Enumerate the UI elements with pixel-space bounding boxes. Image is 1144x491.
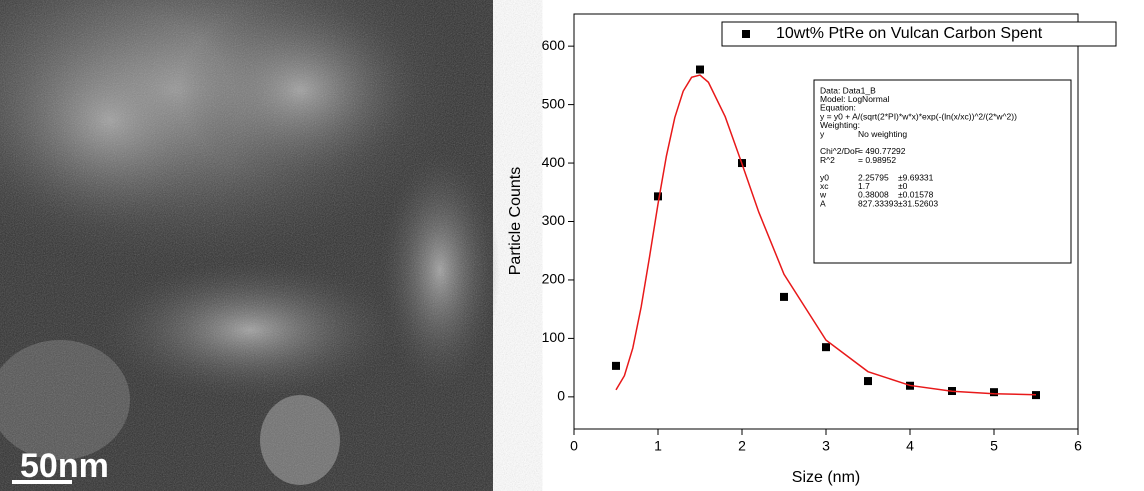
data-point [780,292,788,301]
x-tick-label: 5 [990,438,998,454]
annotation-box [813,79,1072,264]
annotation-text: w [819,190,827,200]
y-tick-label: 600 [542,37,566,53]
x-tick-label: 6 [1074,438,1082,454]
data-point [1032,391,1040,400]
annotation-text: 827.33393 [858,198,898,208]
data-point [990,388,998,397]
annotation-text: Chi^2/DoF [820,146,860,156]
annotation-text: A [820,198,826,208]
data-point [864,377,872,386]
x-tick-label: 1 [654,438,662,454]
annotation-text: ±0 [898,181,908,191]
annotation-text: Data: Data1_B [820,85,876,95]
annotation-text: xc [820,181,829,191]
annotation-text: y [820,129,825,139]
legend-label: 10wt% PtRe on Vulcan Carbon Spent [776,25,1043,42]
scale-label: 50nm [20,447,109,485]
y-axis-title: Particle Counts [507,167,524,276]
y-tick-label: 500 [542,95,566,111]
annotation-text: 1.7 [858,181,870,191]
y-tick-label: 100 [542,329,566,345]
legend-marker [742,30,750,38]
x-tick-label: 2 [738,438,746,454]
x-tick-label: 4 [906,438,914,454]
annotation-text: y0 [820,172,829,182]
annotation-text: R^2 [820,155,835,165]
y-tick-label: 0 [557,388,565,404]
x-axis-title: Size (nm) [792,469,860,486]
annotation-text: ±9.69331 [898,172,934,182]
y-tick-label: 400 [542,154,566,170]
annotation-text: Weighting: [820,120,860,130]
annotation-text: y = y0 + A/(sqrt(2*PI)*w*x)*exp(-(ln(x/x… [820,111,1017,121]
data-point [612,361,620,370]
annotation-text: = 490.77292 [858,146,906,156]
fit-line [615,74,1037,396]
annotation-text: = 0.98952 [858,155,896,165]
data-point [822,343,830,352]
data-point [654,192,662,201]
data-point [696,65,704,74]
x-tick-label: 3 [822,438,830,454]
annotation-text: 0.38008 [858,190,889,200]
annotation-text: ±0.01578 [898,190,934,200]
legend: 10wt% PtRe on Vulcan Carbon Spent [721,21,1117,47]
x-tick-label: 0 [570,438,578,454]
annotation-text: Model: LogNormal [820,94,890,104]
annotation-text: No weighting [858,129,907,139]
annotation-text: ±31.52603 [898,198,938,208]
y-tick-label: 300 [542,212,566,228]
annotation-text: Equation: [820,103,856,113]
annotation-text: 2.25795 [858,172,889,182]
y-tick-label: 200 [542,271,566,287]
legend-box [721,21,1117,47]
micrograph: 50nm [0,0,500,491]
